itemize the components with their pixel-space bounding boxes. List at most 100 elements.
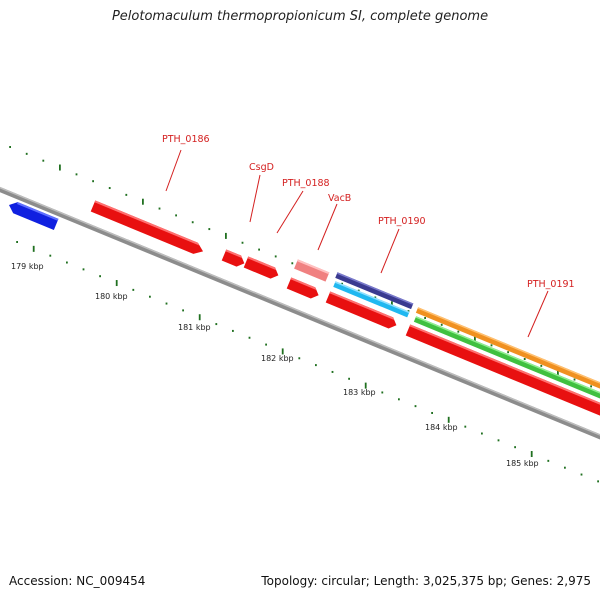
inner-minor-tick [182, 309, 184, 312]
gene-label-pth-0191: PTH_0191 [527, 279, 575, 290]
outer-minor-tick [108, 187, 111, 190]
inner-minor-tick [497, 439, 500, 442]
kbp-label-183: 183 kbp [343, 388, 376, 397]
outer-minor-tick [357, 289, 360, 292]
outer-minor-tick [374, 296, 377, 299]
inner-minor-tick [315, 364, 317, 367]
outer-minor-tick [291, 262, 294, 265]
outer-minor-tick [424, 316, 426, 319]
kbp-label-181: 181 kbp [178, 323, 211, 332]
inner-minor-tick [16, 241, 18, 243]
inner-minor-tick [99, 275, 101, 278]
outer-major-tick [474, 335, 476, 342]
inner-major-tick [530, 451, 533, 458]
inner-major-tick [115, 280, 118, 287]
outer-minor-tick [407, 310, 410, 313]
inner-minor-tick [414, 405, 417, 408]
inner-minor-tick [431, 411, 433, 414]
inner-minor-tick [82, 268, 85, 271]
genome-summary-text: Topology: circular; Length: 3,025,375 bp… [261, 574, 591, 588]
inner-minor-tick [348, 377, 350, 380]
cds-pth-0186[interactable] [90, 200, 206, 256]
inner-minor-tick [248, 336, 251, 339]
inner-minor-tick [547, 459, 550, 462]
outer-minor-tick [241, 241, 244, 244]
gene-label-vacb: VacB [328, 193, 351, 204]
outer-minor-tick [158, 207, 161, 210]
track-orange [415, 307, 600, 405]
outer-major-tick [225, 232, 227, 239]
inner-major-tick [364, 382, 367, 389]
inner-minor-tick [265, 343, 267, 346]
inner-minor-tick [132, 288, 135, 291]
outer-minor-tick [208, 228, 211, 231]
inner-minor-tick [564, 466, 566, 469]
inner-major-tick [198, 314, 201, 321]
gene-label-pth-0188: PTH_0188 [282, 178, 330, 189]
gene-label-pth-0190: PTH_0190 [378, 216, 426, 227]
inner-minor-tick [514, 446, 516, 449]
outer-minor-tick [258, 248, 260, 251]
outer-minor-tick [125, 193, 128, 196]
inner-minor-tick [381, 391, 384, 394]
inner-minor-tick [464, 425, 467, 428]
genome-backbone [0, 183, 600, 455]
track-cyan [333, 281, 410, 318]
outer-minor-tick [9, 146, 11, 148]
inner-tick-row [16, 241, 599, 483]
inner-minor-tick [398, 398, 400, 401]
inner-major-tick [281, 348, 284, 355]
outer-minor-tick [590, 385, 592, 388]
track-green [413, 316, 600, 414]
cds-forward-182[interactable] [286, 277, 321, 300]
outer-minor-tick [341, 282, 343, 285]
label-pointers [165, 149, 549, 338]
cds-pth-0188[interactable] [243, 256, 281, 280]
inner-minor-tick [298, 357, 301, 360]
inner-minor-tick [597, 480, 599, 483]
outer-major-tick [59, 164, 61, 171]
outer-minor-tick [507, 351, 509, 354]
outer-minor-tick [175, 214, 177, 217]
inner-minor-tick [331, 370, 334, 373]
inner-minor-tick [232, 329, 234, 332]
outer-minor-tick [92, 180, 94, 183]
track-navy [335, 272, 414, 310]
inner-minor-tick [215, 323, 218, 326]
inner-minor-tick [66, 261, 68, 264]
outer-major-tick [557, 369, 559, 376]
outer-minor-tick [490, 344, 493, 347]
cds-csgd[interactable] [221, 249, 247, 268]
cds-pth-0191[interactable] [405, 324, 600, 435]
cds-vacb[interactable] [294, 259, 330, 282]
outer-minor-tick [540, 364, 543, 367]
inner-minor-tick [580, 473, 583, 476]
kbp-label-184: 184 kbp [425, 423, 458, 432]
inner-minor-tick [49, 254, 52, 257]
kbp-label-182: 182 kbp [261, 354, 294, 363]
map-title: Pelotomaculum thermopropionicum SI, comp… [111, 9, 489, 24]
cds-reverse-179[interactable] [7, 199, 59, 230]
outer-tick-row [9, 146, 592, 388]
outer-minor-tick [25, 152, 28, 155]
accession-text: Accession: NC_009454 [9, 574, 146, 588]
outer-major-tick [391, 301, 393, 308]
outer-minor-tick [274, 255, 277, 258]
kbp-label-180: 180 kbp [95, 292, 128, 301]
inner-major-tick [32, 245, 35, 252]
outer-major-tick [142, 198, 144, 205]
inner-minor-tick [149, 295, 151, 298]
inner-major-tick [447, 416, 450, 423]
outer-minor-tick [440, 323, 443, 326]
kbp-label-185: 185 kbp [506, 459, 539, 468]
outer-minor-tick [457, 330, 460, 333]
inner-minor-tick [481, 432, 483, 435]
kbp-label-179: 179 kbp [11, 262, 44, 271]
gene-label-pth-0186: PTH_0186 [162, 134, 210, 145]
gene-label-csgd: CsgD [249, 162, 274, 173]
outer-minor-tick [191, 221, 194, 224]
cds-pth-0190[interactable] [325, 291, 399, 330]
outer-minor-tick [573, 378, 576, 381]
outer-minor-tick [42, 159, 45, 162]
